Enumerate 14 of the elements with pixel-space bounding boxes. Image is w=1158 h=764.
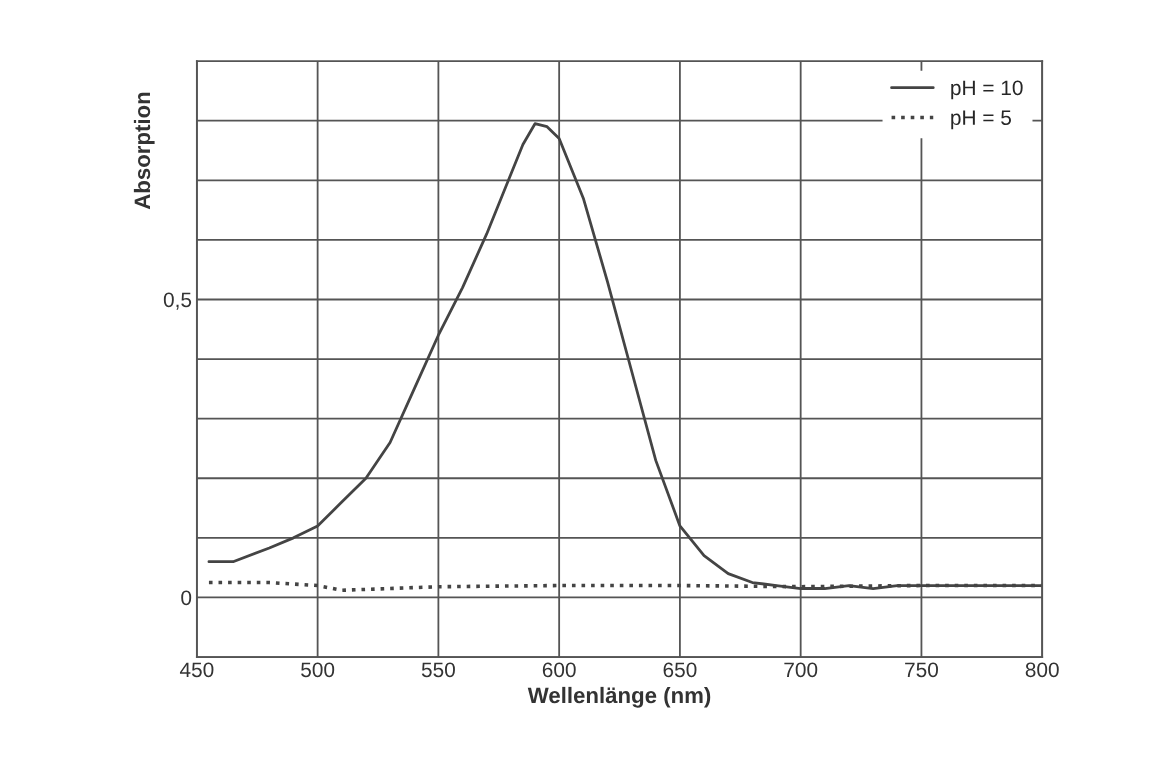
y-tick-label: 0,5 bbox=[163, 292, 192, 310]
y-tick-label: 0 bbox=[181, 590, 192, 606]
x-tick-label: 450 bbox=[179, 662, 214, 678]
x-tick-label: 500 bbox=[301, 662, 335, 678]
x-tick-label: 600 bbox=[542, 662, 576, 678]
x-tick-label: 750 bbox=[905, 662, 938, 678]
x-tick-label: 700 bbox=[784, 662, 818, 678]
legend-label: pH = 10 bbox=[951, 80, 1023, 100]
x-axis-title: Wellenlänge (nm) bbox=[527, 686, 711, 708]
x-tick-label: 650 bbox=[663, 662, 697, 678]
legend-label: pH = 5 bbox=[951, 110, 1011, 130]
x-tick-label: 550 bbox=[421, 662, 455, 678]
y-axis-title: Absorption bbox=[133, 92, 155, 210]
x-tick-label: 800 bbox=[1025, 662, 1059, 678]
